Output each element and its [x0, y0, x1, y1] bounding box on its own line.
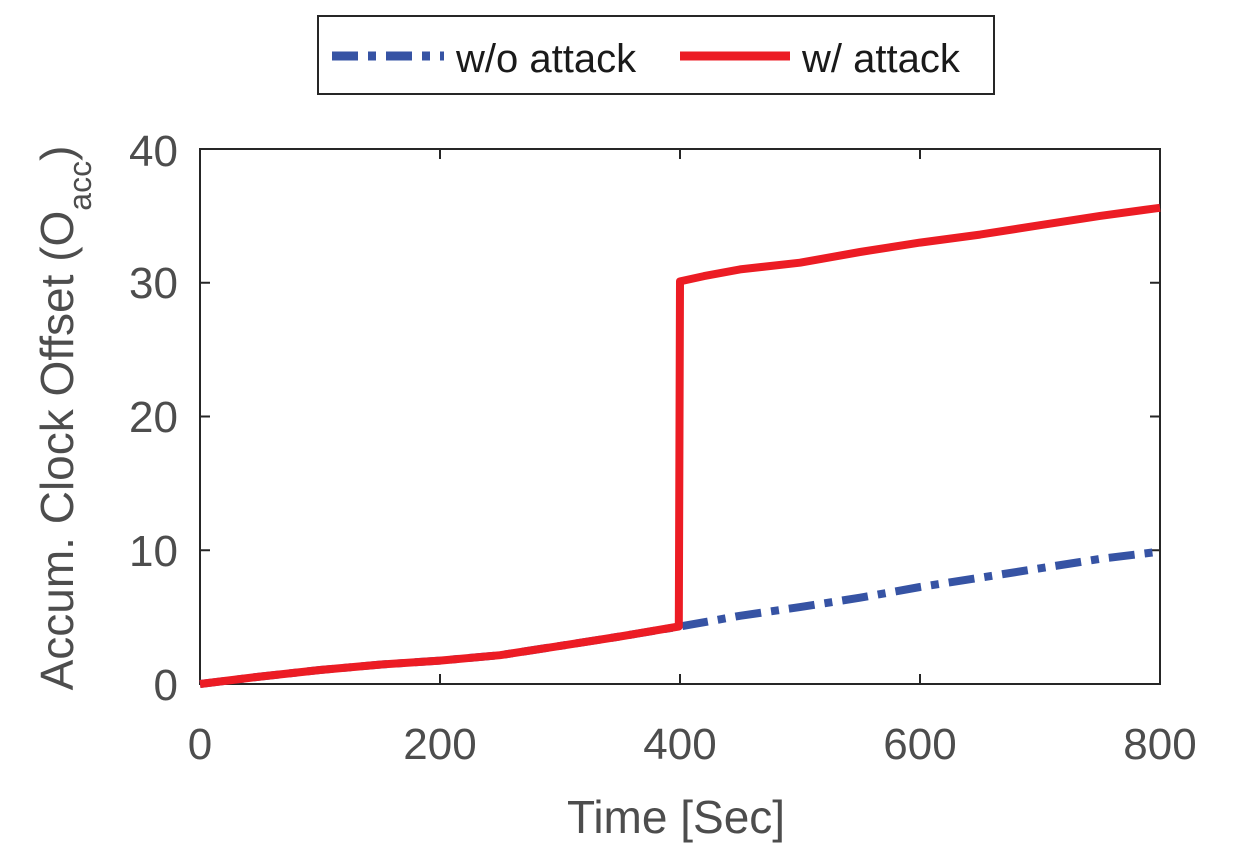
- x-tick-labels: 0 200 400 600 800: [188, 720, 1197, 769]
- y-axis-title-close: ): [31, 146, 83, 161]
- x-tick-label-600: 600: [883, 720, 956, 769]
- y-tick-labels: 0 10 20 30 40: [129, 127, 178, 710]
- y-axis-title-subscript: acc: [62, 161, 98, 211]
- y-axis-title: Accum. Clock Offset (Oacc): [31, 146, 98, 691]
- y-tick-label-30: 30: [129, 259, 178, 308]
- x-tick-label-400: 400: [643, 720, 716, 769]
- y-tick-label-20: 20: [129, 393, 178, 442]
- series-group: [199, 203, 1161, 688]
- y-tick-label-40: 40: [129, 127, 178, 176]
- x-tick-label-200: 200: [403, 720, 476, 769]
- y-axis-title-main: Accum. Clock Offset (O: [31, 211, 83, 691]
- x-axis-title: Time [Sec]: [567, 791, 785, 843]
- legend: w/o attack w/ attack: [317, 15, 995, 95]
- series-line-1: [199, 203, 1161, 688]
- legend-box: [317, 15, 995, 95]
- x-tick-label-0: 0: [188, 720, 212, 769]
- x-tick-label-800: 800: [1123, 720, 1196, 769]
- legend-label-series-1: w/ attack: [801, 37, 961, 81]
- y-tick-label-0: 0: [154, 661, 178, 710]
- legend-label-series-0: w/o attack: [455, 37, 637, 81]
- y-tick-label-10: 10: [129, 527, 178, 576]
- svg-text:Accum. Clock Offset (Oacc): Accum. Clock Offset (Oacc): [31, 146, 98, 691]
